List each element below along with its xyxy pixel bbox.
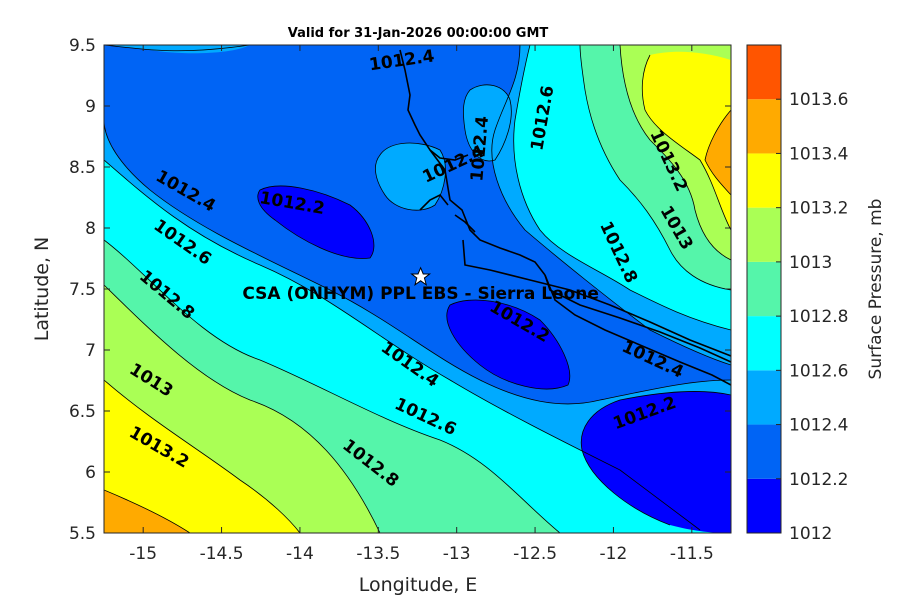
island-north-1012.2-1012.4	[375, 143, 446, 211]
contour-lines	[104, 45, 731, 533]
band-1013.0-1013.2	[104, 380, 300, 533]
colorbar-segment	[747, 370, 781, 425]
band-1013.2-1013.4	[104, 490, 190, 533]
y-axis: 5.5 6 6.5 7 7.5 8 8.5 9 9.5	[69, 36, 731, 544]
pipeline-route	[399, 49, 731, 386]
colorbar-segment	[747, 153, 781, 208]
x-tick-label: -14.5	[200, 544, 244, 564]
x-tick-label: -13.5	[356, 544, 400, 564]
colorbar-label: Surface Pressure, mb	[866, 199, 886, 380]
colorbar-frame	[746, 44, 782, 534]
colorbar-tick-label: 1013.2	[789, 199, 848, 219]
colorbar-tick-label: 1013.6	[789, 90, 848, 110]
island-ne-1012.2-1012.4	[463, 84, 512, 161]
colorbar-tick-label: 1012.8	[789, 307, 848, 327]
low-1012.0-southeast	[581, 391, 731, 533]
colorbar-segment	[747, 45, 781, 100]
y-tick-label: 9	[85, 97, 96, 117]
colorbar-segment	[747, 316, 781, 371]
x-tick-label: -13	[443, 544, 471, 564]
colorbar-segment	[747, 207, 781, 262]
y-tick-label: 8.5	[69, 158, 96, 178]
x-tick-label: -12.5	[513, 544, 557, 564]
band-upper-1013.2-1013.4	[705, 110, 731, 195]
site-marker: CSA (ONHYM) PPL EBS - Sierra Leone	[242, 266, 599, 304]
chart-title: Valid for 31-Jan-2026 00:00:00 GMT	[288, 26, 549, 41]
x-axis: -15 -14.5 -14 -13.5 -13 -12.5 -12 -11.5	[129, 45, 714, 564]
colorbar-tick-label: 1013.4	[789, 144, 848, 164]
y-tick-label: 7	[85, 341, 96, 361]
colorbar-segment	[747, 424, 781, 479]
x-axis-label: Longitude, E	[359, 574, 478, 596]
y-tick-label: 7.5	[69, 280, 96, 300]
x-tick-label: -14	[286, 544, 314, 564]
band-upper-1013.0-1013.2	[642, 51, 731, 230]
colorbar-tick-label: 1012.4	[789, 416, 848, 436]
x-tick-label: -15	[129, 544, 157, 564]
y-tick-label: 6	[85, 463, 96, 483]
colorbar-tick-label: 1012.6	[789, 361, 848, 381]
y-tick-label: 5.5	[69, 524, 96, 544]
y-axis-label: Latitude, N	[31, 237, 53, 342]
low-1012.0-center	[446, 300, 570, 389]
colorbar-tick-label: 1012.2	[789, 470, 848, 490]
x-tick-label: -11.5	[670, 544, 714, 564]
island-1012.2-1012.4	[104, 45, 250, 54]
site-star-icon	[410, 266, 432, 287]
colorbar-segment	[747, 478, 781, 533]
colorbar: 1012 1012.2 1012.4 1012.6 1012.8 1013 1013.2 10…	[746, 44, 848, 544]
colorbar-segment	[747, 261, 781, 317]
site-label: CSA (ONHYM) PPL EBS - Sierra Leone	[242, 284, 599, 304]
colorbar-segment	[747, 99, 781, 154]
y-tick-label: 9.5	[69, 36, 96, 56]
x-tick-label: -12	[600, 544, 628, 564]
map-area	[104, 45, 731, 533]
y-tick-label: 8	[85, 219, 96, 239]
colorbar-tick-label: 1013	[789, 253, 832, 273]
low-1012.0-west	[257, 185, 374, 259]
y-tick-label: 6.5	[69, 402, 96, 422]
colorbar-tick-label: 1012	[789, 524, 832, 544]
